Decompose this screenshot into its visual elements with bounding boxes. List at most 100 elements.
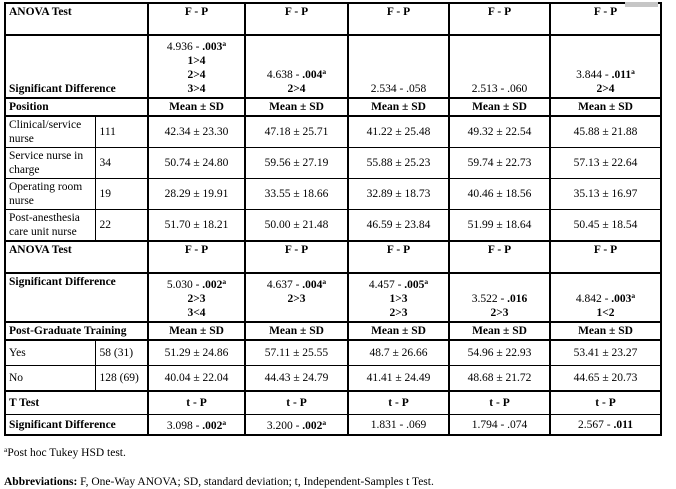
footnotes: aPost hoc Tukey HSD test. Abbreviations:…: [4, 443, 676, 489]
t-test-row-value-2: t - P: [244, 391, 349, 415]
anova-test-row-1-value-3: F - P: [347, 3, 450, 36]
position-row-post-anesthesia-care-unit-nurse-value-3: 46.59 ± 23.84: [347, 209, 450, 242]
training-row-yes-n: 58 (31): [94, 340, 149, 366]
statistic-p-value: 4.936 - .003a: [166, 39, 227, 53]
significant-difference-row-2-value-2: 4.637 - .004a 2>3: [244, 273, 349, 323]
significant-difference-row-1: Significant Difference 4.936 - .003a 1>4 2>…: [4, 35, 662, 99]
pairwise-difference: 2>3: [287, 293, 306, 305]
pairwise-difference: 2>3: [490, 307, 509, 319]
training-row-yes-label: Yes: [4, 340, 96, 366]
footnote-tukey-text: Post hoc Tukey HSD test.: [7, 447, 126, 459]
position-row-service-nurse-in-charge-label: Service nurse in charge: [4, 147, 96, 179]
footnote-abbreviations-text: F, One-Way ANOVA; SD, standard deviation…: [77, 476, 434, 488]
training-row-yes-value-1: 51.29 ± 24.86: [147, 340, 246, 366]
training-row-no-label: No: [4, 365, 96, 392]
footnote-abbreviations-lead: Abbreviations:: [4, 476, 78, 488]
position-row-operating-room-nurse-n: 19: [94, 178, 149, 210]
position-row-clinical-service-nurse-value-3: 41.22 ± 25.48: [347, 116, 450, 148]
position-header-row-value-2: Mean ± SD: [244, 98, 349, 117]
tukey-superscript: a: [222, 277, 227, 286]
pairwise-difference: 2>4: [287, 83, 306, 95]
t-test-row-label: T Test: [4, 391, 149, 415]
pairwise-difference: 1<2: [596, 307, 615, 319]
t-test-row-value-5: t - P: [549, 391, 662, 415]
position-row-clinical-service-nurse: Clinical/service nurse 111 42.34 ± 23.30 47…: [4, 116, 662, 148]
statistic-p-value: 1.794 - .074: [471, 418, 528, 431]
anova-test-row-2-value-5: F - P: [549, 241, 662, 274]
training-row-yes: Yes 58 (31) 51.29 ± 24.86 57.11 ± 25.55 48.7…: [4, 340, 662, 366]
post-graduate-training-header-row: Post-Graduate Training Mean ± SD Mean ± SD…: [4, 322, 662, 341]
scrollbar-fragment: [625, 2, 658, 7]
post-graduate-training-header-row-label: Post-Graduate Training: [4, 322, 149, 341]
position-row-service-nurse-in-charge-value-2: 59.56 ± 27.19: [244, 147, 349, 179]
position-row-operating-room-nurse: Operating room nurse 19 28.29 ± 19.91 33.55…: [4, 178, 662, 210]
position-row-post-anesthesia-care-unit-nurse-value-2: 50.00 ± 21.48: [244, 209, 349, 242]
significant-difference-row-3-label: Significant Difference: [4, 414, 149, 436]
post-graduate-training-header-row-value-5: Mean ± SD: [549, 322, 662, 341]
significant-difference-row-3-value-2: 3.200 - .002a: [244, 414, 349, 436]
post-graduate-training-header-row-value-4: Mean ± SD: [448, 322, 551, 341]
anova-test-row-2-value-2: F - P: [244, 241, 349, 274]
pairwise-difference: 2>4: [187, 69, 206, 81]
significant-difference-row-3-value-1: 3.098 - .002a: [147, 414, 246, 436]
significant-difference-row-3-value-5: 2.567 - .011: [549, 414, 662, 436]
position-row-post-anesthesia-care-unit-nurse-value-5: 50.45 ± 18.54: [549, 209, 662, 242]
statistic-p-value: 5.030 - .002a: [166, 277, 227, 291]
statistic-p-value: 4.457 - .005a: [368, 277, 429, 291]
statistic-p-value: 4.638 - .004a: [266, 67, 327, 81]
position-header-row-value-1: Mean ± SD: [147, 98, 246, 117]
training-row-no-value-5: 44.65 ± 20.73: [549, 365, 662, 392]
position-row-service-nurse-in-charge-value-3: 55.88 ± 25.23: [347, 147, 450, 179]
tukey-superscript: a: [631, 67, 635, 76]
significant-difference-row-3-value-4: 1.794 - .074: [448, 414, 551, 436]
pairwise-difference: 1>4: [187, 55, 206, 67]
statistic-p-value: 3.844 - .011a: [576, 67, 635, 81]
position-row-service-nurse-in-charge-value-1: 50.74 ± 24.80: [147, 147, 246, 179]
significant-difference-row-1-value-5: 3.844 - .011a 2>4: [549, 35, 662, 99]
tukey-superscript: a: [322, 418, 327, 427]
position-row-operating-room-nurse-value-3: 32.89 ± 18.73: [347, 178, 450, 210]
significant-difference-row-1-value-1: 4.936 - .003a 1>4 2>4 3>4: [147, 35, 246, 99]
training-row-yes-value-4: 54.96 ± 22.93: [448, 340, 551, 366]
statistic-p-value: 2.534 - .058: [370, 83, 427, 95]
position-row-operating-room-nurse-value-2: 33.55 ± 18.66: [244, 178, 349, 210]
training-row-yes-value-2: 57.11 ± 25.55: [244, 340, 349, 366]
t-test-row-value-1: t - P: [147, 391, 246, 415]
position-header-row-value-3: Mean ± SD: [347, 98, 450, 117]
significant-difference-row-3: Significant Difference 3.098 - .002a 3.200…: [4, 414, 662, 436]
position-row-operating-room-nurse-value-1: 28.29 ± 19.91: [147, 178, 246, 210]
position-row-operating-room-nurse-value-5: 35.13 ± 16.97: [549, 178, 662, 210]
pairwise-difference: 2>4: [596, 83, 615, 95]
statistic-p-value: 2.513 - .060: [471, 83, 528, 95]
statistic-p-value: 3.522 - .016: [471, 293, 528, 305]
tukey-superscript: a: [322, 277, 327, 286]
significant-difference-row-2-value-3: 4.457 - .005a 1>3 2>3: [347, 273, 450, 323]
anova-test-row-1-value-4: F - P: [448, 3, 551, 36]
statistic-p-value: 2.567 - .011: [578, 418, 633, 431]
position-row-post-anesthesia-care-unit-nurse: Post-anesthesia care unit nurse 22 51.70 ±…: [4, 209, 662, 242]
post-graduate-training-header-row-value-2: Mean ± SD: [244, 322, 349, 341]
pairwise-difference: 1>3: [389, 293, 408, 305]
position-row-clinical-service-nurse-value-2: 47.18 ± 25.71: [244, 116, 349, 148]
anova-test-row-1-value-2: F - P: [244, 3, 349, 36]
position-row-service-nurse-in-charge-n: 34: [94, 147, 149, 179]
training-row-yes-value-5: 53.41 ± 23.27: [549, 340, 662, 366]
position-row-post-anesthesia-care-unit-nurse-value-1: 51.70 ± 18.21: [147, 209, 246, 242]
position-row-operating-room-nurse-label: Operating room nurse: [4, 178, 96, 210]
t-test-row-value-3: t - P: [347, 391, 450, 415]
position-row-post-anesthesia-care-unit-nurse-n: 22: [94, 209, 149, 242]
anova-test-row-2-value-1: F - P: [147, 241, 246, 274]
anova-test-row-2-label: ANOVA Test: [4, 241, 149, 274]
pairwise-difference: 3>4: [187, 83, 206, 95]
statistic-p-value: 4.637 - .004a: [266, 277, 327, 291]
training-row-no: No 128 (69) 40.04 ± 22.04 44.43 ± 24.79 41.4…: [4, 365, 662, 392]
position-header-row-value-5: Mean ± SD: [549, 98, 662, 117]
training-row-no-n: 128 (69): [94, 365, 149, 392]
training-row-no-value-3: 41.41 ± 24.49: [347, 365, 450, 392]
